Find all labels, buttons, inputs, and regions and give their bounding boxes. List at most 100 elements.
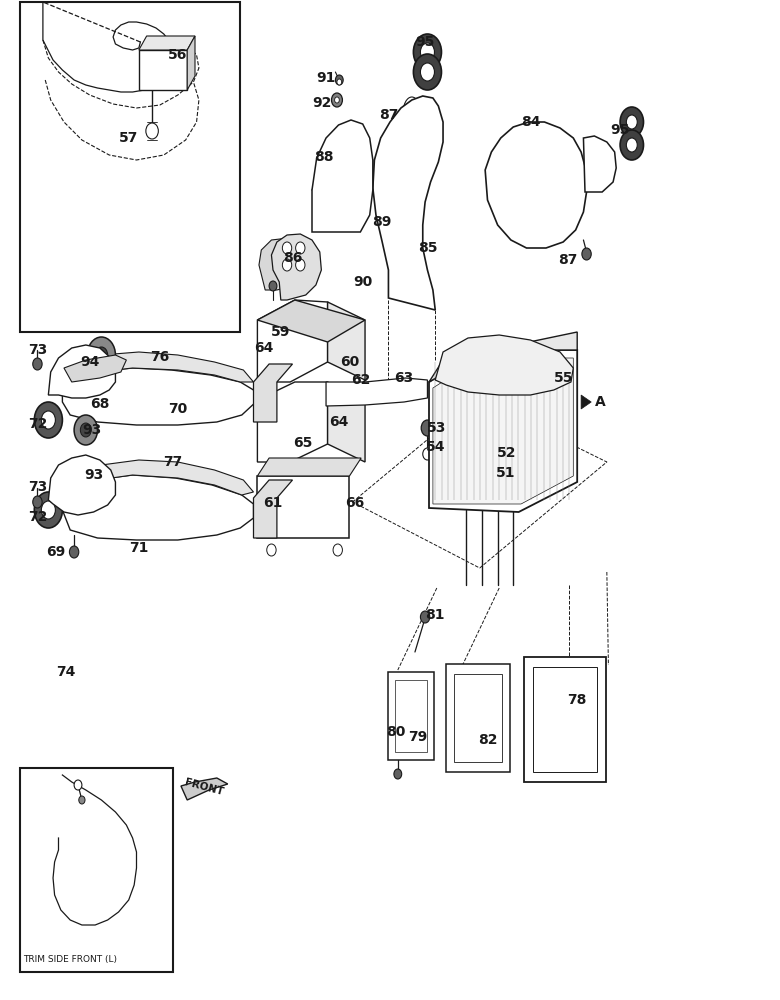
- Polygon shape: [62, 352, 254, 382]
- Circle shape: [282, 259, 292, 271]
- Text: 88: 88: [314, 150, 334, 164]
- Polygon shape: [485, 122, 587, 248]
- Bar: [454, 674, 502, 762]
- Circle shape: [296, 242, 305, 254]
- Circle shape: [173, 54, 183, 66]
- Circle shape: [34, 492, 62, 528]
- Circle shape: [332, 93, 342, 107]
- Polygon shape: [257, 300, 365, 342]
- Text: 94: 94: [80, 355, 99, 369]
- Polygon shape: [429, 332, 577, 382]
- Polygon shape: [328, 302, 365, 380]
- Text: 57: 57: [119, 131, 138, 145]
- Text: 73: 73: [28, 480, 47, 494]
- Circle shape: [74, 780, 82, 790]
- Circle shape: [296, 259, 305, 271]
- Circle shape: [95, 347, 108, 363]
- Circle shape: [267, 544, 276, 556]
- Polygon shape: [254, 364, 292, 422]
- Text: 52: 52: [498, 446, 516, 460]
- Polygon shape: [181, 778, 228, 800]
- Text: 85: 85: [419, 241, 438, 255]
- Circle shape: [317, 529, 323, 537]
- Circle shape: [421, 420, 434, 436]
- Text: 91: 91: [317, 71, 335, 85]
- Circle shape: [74, 475, 98, 505]
- Polygon shape: [64, 355, 126, 382]
- Circle shape: [420, 43, 434, 61]
- Bar: [533, 667, 597, 772]
- Circle shape: [420, 63, 434, 81]
- Text: 53: 53: [427, 421, 446, 435]
- Polygon shape: [271, 234, 321, 300]
- Polygon shape: [48, 455, 115, 515]
- Polygon shape: [435, 335, 573, 395]
- Circle shape: [626, 138, 637, 152]
- Text: 80: 80: [387, 725, 406, 739]
- Text: TRIM SIDE FRONT (L): TRIM SIDE FRONT (L): [23, 955, 118, 964]
- Text: 93: 93: [84, 468, 103, 482]
- Text: 76: 76: [151, 350, 169, 364]
- Text: 69: 69: [47, 545, 66, 559]
- Text: 95: 95: [611, 123, 629, 137]
- Text: 86: 86: [283, 251, 302, 265]
- Circle shape: [79, 796, 85, 804]
- Polygon shape: [257, 382, 328, 462]
- Circle shape: [413, 34, 441, 70]
- Bar: [388, 672, 434, 760]
- Text: 74: 74: [57, 665, 76, 679]
- Text: 79: 79: [408, 730, 427, 744]
- Text: 81: 81: [426, 608, 445, 622]
- Circle shape: [620, 107, 644, 137]
- Bar: [524, 657, 606, 782]
- Text: 51: 51: [496, 466, 516, 480]
- Polygon shape: [257, 458, 361, 476]
- Bar: [257, 476, 349, 538]
- Circle shape: [282, 242, 292, 254]
- Bar: [139, 50, 187, 90]
- Circle shape: [80, 423, 91, 437]
- Text: 60: 60: [340, 355, 359, 369]
- Text: 61: 61: [264, 496, 282, 510]
- Text: 84: 84: [521, 115, 541, 129]
- Circle shape: [337, 79, 342, 85]
- Circle shape: [41, 411, 55, 429]
- Polygon shape: [48, 345, 115, 398]
- Circle shape: [74, 415, 98, 445]
- Circle shape: [41, 501, 55, 519]
- Polygon shape: [259, 238, 310, 290]
- Text: 64: 64: [254, 341, 273, 355]
- Text: 55: 55: [553, 371, 573, 385]
- Text: 72: 72: [28, 417, 47, 431]
- Circle shape: [69, 546, 79, 558]
- Circle shape: [33, 358, 42, 370]
- Polygon shape: [328, 382, 365, 462]
- Circle shape: [394, 769, 402, 779]
- Polygon shape: [62, 368, 256, 425]
- Text: 77: 77: [164, 455, 183, 469]
- Polygon shape: [373, 96, 443, 310]
- Text: 82: 82: [477, 733, 498, 747]
- Polygon shape: [326, 378, 427, 406]
- Circle shape: [87, 337, 115, 373]
- Text: 66: 66: [346, 496, 364, 510]
- Text: 68: 68: [90, 397, 109, 411]
- Text: 90: 90: [353, 275, 372, 289]
- Text: 87: 87: [379, 108, 398, 122]
- Polygon shape: [581, 395, 591, 409]
- Text: 95: 95: [416, 35, 434, 49]
- Circle shape: [333, 544, 342, 556]
- Polygon shape: [583, 136, 616, 192]
- Circle shape: [620, 130, 644, 160]
- Polygon shape: [312, 120, 373, 232]
- Circle shape: [335, 75, 343, 85]
- Circle shape: [423, 448, 432, 460]
- Polygon shape: [429, 350, 577, 512]
- Circle shape: [564, 352, 572, 362]
- Circle shape: [33, 496, 42, 508]
- Text: FRONT: FRONT: [184, 777, 225, 797]
- Text: 78: 78: [568, 693, 587, 707]
- Text: 87: 87: [558, 253, 577, 267]
- Text: 65: 65: [293, 436, 312, 450]
- Polygon shape: [433, 358, 573, 504]
